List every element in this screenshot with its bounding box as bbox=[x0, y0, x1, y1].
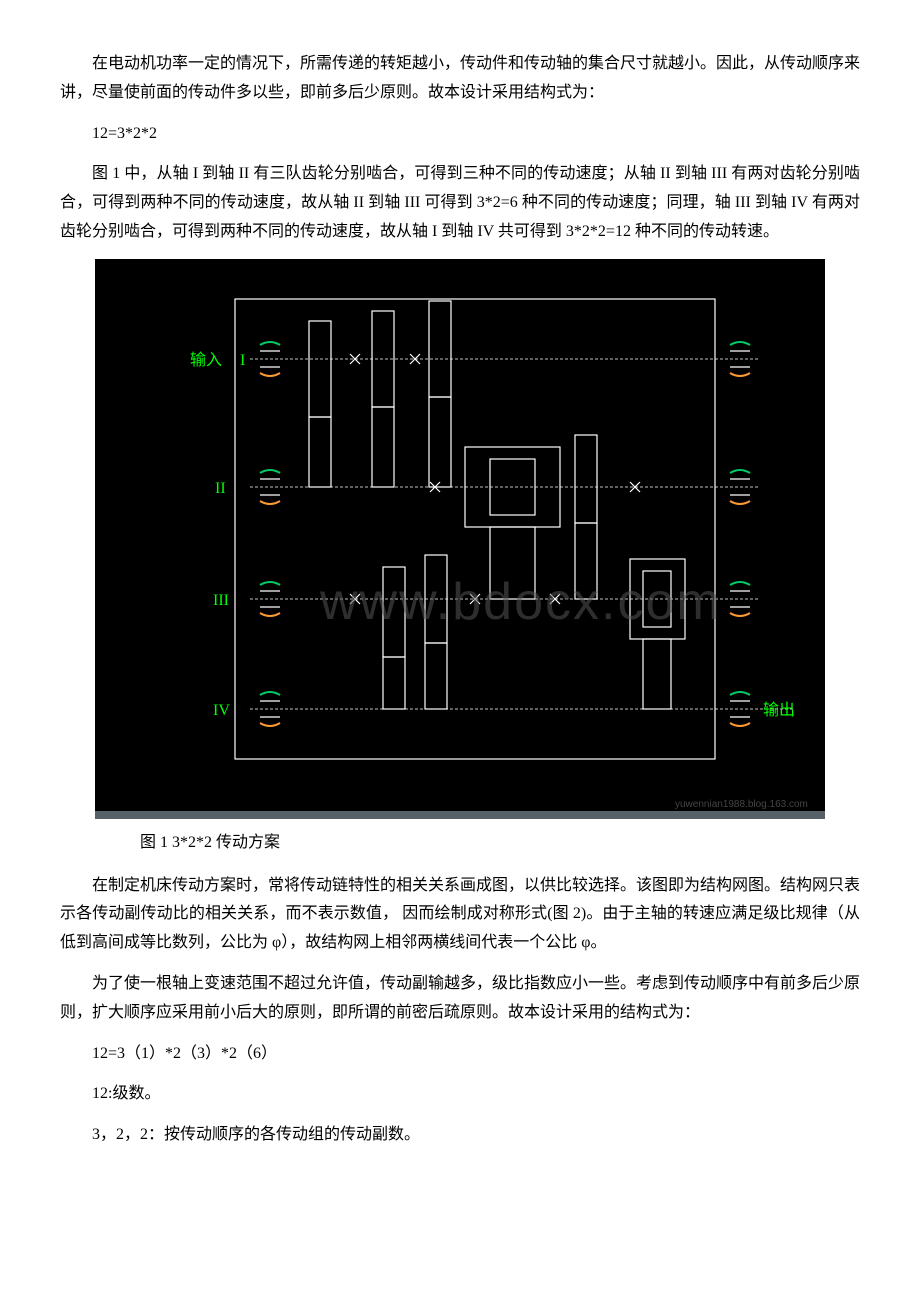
bearing-icon bbox=[730, 373, 750, 376]
blog-url-text: yuwennian1988.blog.163.com bbox=[675, 799, 808, 810]
gear-rect bbox=[383, 657, 405, 709]
bearing-icon bbox=[260, 692, 280, 695]
bearing-icon bbox=[730, 723, 750, 726]
bearing-icon bbox=[260, 373, 280, 376]
input-label: 输入 bbox=[190, 351, 222, 369]
shaft-4-group: IV 输出 bbox=[213, 639, 795, 726]
gear-rect bbox=[425, 643, 447, 709]
diagram-svg: 输入 I II bbox=[95, 259, 825, 811]
transmission-diagram: 输入 I II bbox=[95, 259, 825, 819]
paragraph-5: 为了使一根轴上变速范围不超过允许值，传动副输越多，级比指数应小一些。考虑到传动顺… bbox=[60, 970, 860, 1028]
gear-rect bbox=[429, 301, 451, 397]
bearing-icon bbox=[730, 342, 750, 345]
bearing-icon bbox=[260, 582, 280, 585]
paragraph-3: 图 1 中，从轴 I 到轴 II 有三队齿轮分别啮合，可得到三种不同的传动速度；… bbox=[60, 160, 860, 246]
bearing-icon bbox=[260, 342, 280, 345]
gear-rect bbox=[309, 417, 331, 487]
bearing-icon bbox=[730, 501, 750, 504]
paragraph-8: 3，2，2：按传动顺序的各传动组的传动副数。 bbox=[92, 1121, 860, 1150]
equation-1: 12=3*2*2 bbox=[92, 120, 860, 149]
paragraph-4: 在制定机床传动方案时，常将传动链特性的相关关系画成图，以供比较选择。该图即为结构… bbox=[60, 872, 860, 958]
paragraph-1: 在电动机功率一定的情况下，所需传递的转矩越小，传动件和传动轴的集合尺寸就越小。因… bbox=[60, 50, 860, 108]
paragraph-7: 12:级数。 bbox=[92, 1080, 860, 1109]
shaft-4-label: IV bbox=[213, 702, 230, 719]
gear-rect bbox=[309, 321, 331, 417]
shaft-1-group: 输入 I bbox=[190, 301, 760, 417]
bearing-icon bbox=[730, 582, 750, 585]
bearing-icon bbox=[260, 723, 280, 726]
shaft-1-label: I bbox=[240, 352, 245, 369]
gear-rect bbox=[429, 397, 451, 487]
shaft-2-label: II bbox=[215, 480, 226, 497]
shaft-2-group: II bbox=[215, 397, 760, 527]
bearing-icon bbox=[260, 501, 280, 504]
equation-2: 12=3（1）*2（3）*2（6） bbox=[92, 1040, 860, 1069]
figure-caption: 图 1 3*2*2 传动方案 bbox=[140, 829, 860, 858]
gear-rect bbox=[372, 407, 394, 487]
output-label: 输出 bbox=[763, 701, 795, 719]
watermark-text: www.bdocx.com bbox=[319, 573, 722, 631]
shaft-3-label: III bbox=[213, 592, 229, 609]
bearing-icon bbox=[730, 692, 750, 695]
bearing-icon bbox=[730, 613, 750, 616]
gear-rect bbox=[575, 435, 597, 523]
bearing-icon bbox=[260, 470, 280, 473]
bearing-icon bbox=[260, 613, 280, 616]
bearing-icon bbox=[730, 470, 750, 473]
gear-rect bbox=[643, 639, 671, 709]
